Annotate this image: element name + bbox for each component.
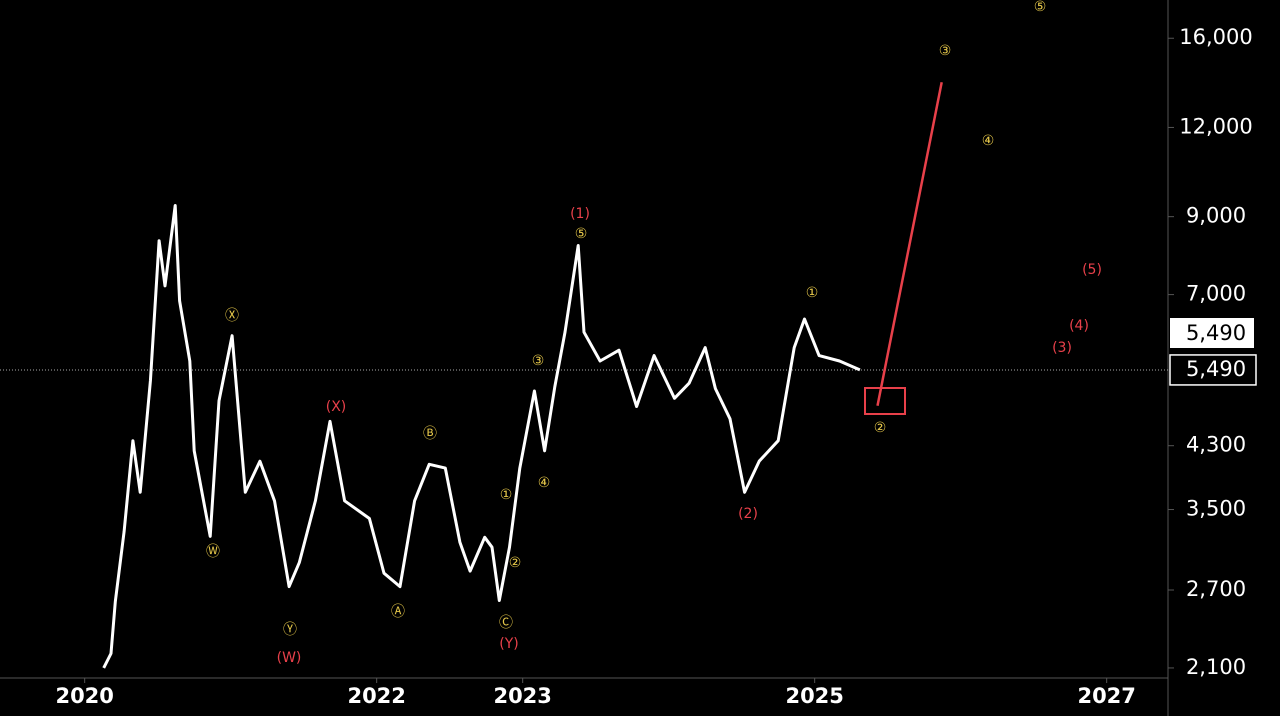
y-tick-label: 7,000 [1186,282,1246,306]
wave-label: (5) [1082,262,1102,278]
wave-label: ② [874,420,887,436]
price-label-box [1170,318,1254,348]
x-tick-label: 2020 [55,684,113,708]
price-line [102,204,861,669]
wave-label: ① [500,487,513,503]
wave-label: Ⓦ [206,544,220,560]
wave-label: Ⓑ [423,426,437,442]
wave-label: Ⓧ [225,308,239,324]
wave-label: (W) [277,650,302,666]
wave-label: ① [806,285,819,301]
wave-label: Ⓨ [283,622,297,638]
wave-label: ④ [982,133,995,149]
wave-label: (X) [326,399,347,415]
x-tick-label: 2023 [493,684,551,708]
wave-label: ③ [532,353,545,369]
target-box [864,387,906,415]
price-label-box [1169,354,1257,386]
x-tick-label: 2027 [1077,684,1135,708]
y-tick-label: 4,300 [1186,433,1246,457]
wave-label: (3) [1052,340,1072,356]
projection-line [876,82,943,407]
wave-label: (2) [738,506,758,522]
wave-label: ⑤ [575,226,588,242]
wave-label: ④ [538,475,551,491]
wave-label: (1) [570,206,590,222]
wave-label: ② [509,555,522,571]
y-tick-label: 2,100 [1186,655,1246,679]
y-tick-label: 12,000 [1179,114,1252,138]
wave-label: Ⓐ [391,604,405,620]
wave-label: ⑤ [1034,0,1047,15]
wave-label: (4) [1069,318,1089,334]
x-tick-label: 2022 [347,684,405,708]
x-tick-label: 2025 [785,684,843,708]
y-tick-label: 2,700 [1186,577,1246,601]
wave-label: ③ [939,43,952,59]
wave-label: Ⓒ [499,615,513,631]
y-tick-label: 16,000 [1179,25,1252,49]
wave-label: (Y) [499,636,518,652]
price-label: 5,490 [1186,321,1246,345]
y-tick-label: 3,500 [1186,497,1246,521]
y-tick-label: 9,000 [1186,204,1246,228]
price-label: 5,490 [1186,357,1246,381]
